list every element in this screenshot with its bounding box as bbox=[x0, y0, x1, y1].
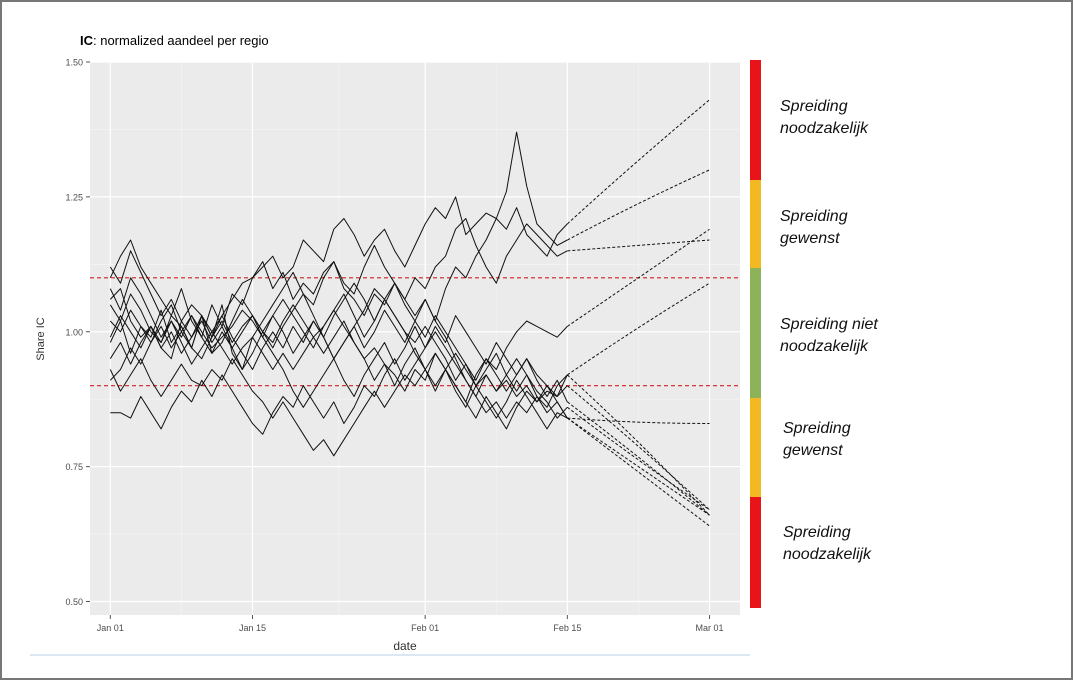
zone-label-line: Spreiding bbox=[783, 420, 851, 437]
series-line bbox=[109, 309, 568, 419]
series-line bbox=[109, 131, 568, 338]
chart-title-rest: : normalized aandeel per regio bbox=[93, 33, 269, 48]
y-axis-label: Share IC bbox=[35, 317, 47, 360]
x-tick-label: Mar 01 bbox=[696, 623, 724, 633]
zone-segment bbox=[750, 497, 761, 608]
series-projection bbox=[567, 169, 710, 241]
x-tick-label: Feb 15 bbox=[553, 623, 581, 633]
x-axis-label: date bbox=[393, 639, 417, 653]
series-group bbox=[109, 99, 710, 527]
zone-label-bottom-desired: Spreiding gewenst bbox=[783, 418, 851, 462]
y-tick-label: 0.75 bbox=[65, 462, 83, 472]
zone-label-line: noodzakelijk bbox=[780, 120, 869, 137]
series-projection bbox=[567, 228, 710, 327]
series-line bbox=[109, 250, 568, 430]
zone-label-not-necessary: Spreiding niet noodzakelijk bbox=[780, 314, 878, 358]
y-tick-label: 1.50 bbox=[65, 58, 83, 68]
zone-label-top-desired: Spreiding gewenst bbox=[780, 206, 848, 250]
series-projection bbox=[567, 282, 710, 376]
series-projection bbox=[567, 99, 710, 225]
y-axis: 1.50 1.25 1.00 0.75 0.50 bbox=[65, 58, 90, 607]
zone-label-bottom-necessary: Spreiding noodzakelijk bbox=[783, 522, 871, 566]
series-projection bbox=[567, 239, 710, 252]
chart-title-bold: IC bbox=[80, 33, 94, 48]
series-line bbox=[109, 277, 568, 419]
zone-label-top-necessary: Spreiding noodzakelijk bbox=[780, 96, 868, 140]
zone-segment bbox=[750, 60, 761, 180]
x-axis: Jan 01 Jan 15 Feb 01 Feb 15 Mar 01 bbox=[97, 615, 724, 633]
chart-title: IC: normalized aandeel per regio bbox=[80, 33, 269, 48]
zone-segment bbox=[750, 268, 761, 398]
zone-label-line: Spreiding bbox=[780, 98, 848, 115]
series-projection bbox=[567, 417, 710, 424]
plot-panel bbox=[90, 62, 740, 615]
x-tick-label: Jan 15 bbox=[239, 623, 266, 633]
zone-bar bbox=[750, 60, 761, 608]
zone-segment bbox=[750, 180, 761, 268]
x-tick-label: Jan 01 bbox=[97, 623, 124, 633]
series-line bbox=[109, 196, 568, 360]
x-tick-label: Feb 01 bbox=[411, 623, 439, 633]
series-projection bbox=[567, 417, 710, 527]
zone-label-line: noodzakelijk bbox=[783, 546, 872, 563]
series-projection bbox=[567, 401, 710, 516]
zone-label-line: noodzakelijk bbox=[780, 338, 869, 355]
series-line bbox=[109, 293, 568, 419]
zone-label-line: Spreiding bbox=[780, 208, 848, 225]
zone-label-line: Spreiding bbox=[783, 524, 851, 541]
series-line bbox=[110, 331, 568, 435]
zone-label-line: gewenst bbox=[783, 442, 843, 459]
series-projection bbox=[567, 417, 710, 516]
zone-segment bbox=[750, 398, 761, 497]
y-tick-label: 1.25 bbox=[65, 192, 83, 202]
zone-label-line: Spreiding niet bbox=[780, 316, 878, 333]
y-tick-label: 0.50 bbox=[65, 597, 83, 607]
series-projection bbox=[567, 406, 710, 511]
series-line bbox=[109, 315, 568, 408]
y-tick-label: 1.00 bbox=[65, 327, 83, 337]
series-line bbox=[109, 293, 568, 430]
zone-label-line: gewenst bbox=[780, 230, 840, 247]
series-projection bbox=[567, 385, 710, 511]
